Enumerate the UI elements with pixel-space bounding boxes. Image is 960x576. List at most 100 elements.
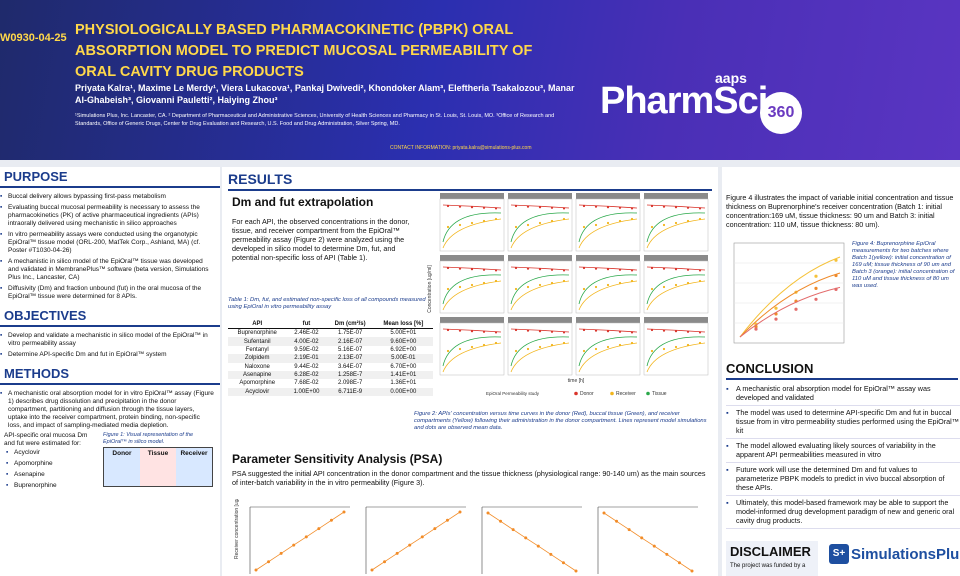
left-column: PURPOSE Buccal delivery allows bypassing…	[0, 167, 220, 576]
methods-list: A mechanistic oral absorption model for …	[0, 389, 220, 432]
receiver-point	[550, 281, 554, 285]
receiver-point	[458, 223, 462, 227]
panel-title-bar	[440, 255, 504, 261]
figure-1-caption: Figure 1: Visual representation of the E…	[103, 432, 194, 445]
authors: Priyata Kalra¹, Maxime Le Merdy¹, Viera …	[75, 83, 575, 105]
receiver-point	[582, 225, 586, 229]
list-item: A mechanistic oral absorption model for …	[726, 382, 960, 406]
figure-1: Figure 1: Visual representation of the E…	[103, 432, 213, 492]
table-row: Acyclovir 1.00E+00 6.711E-9 0.00E+00	[228, 387, 433, 396]
receiver-line	[442, 280, 502, 311]
fig4-point	[774, 306, 778, 310]
receiver-point	[686, 343, 690, 347]
api-item: Acyclovir	[4, 448, 99, 459]
table-cell: 9.44E-02	[294, 363, 319, 370]
donor-point	[582, 266, 586, 270]
donor-point	[662, 329, 666, 332]
api-list: Acyclovir Apomorphine Asenapine Buprenor…	[4, 448, 99, 492]
col-header-api: API	[228, 320, 287, 329]
receiver-point	[550, 343, 554, 347]
receiver-point	[630, 217, 634, 221]
fig4-point	[814, 297, 818, 301]
methods-detail: API-specific oral mucosa Dm and fut were…	[0, 432, 220, 492]
panel-title-bar	[508, 317, 572, 323]
table-cell: 6.711E-9	[326, 387, 374, 396]
panel-title-bar	[576, 193, 640, 199]
psa-line	[255, 511, 345, 571]
receiver-point	[650, 225, 654, 229]
tissue-line	[442, 212, 502, 243]
tissue-line	[442, 274, 502, 305]
donor-point	[606, 268, 610, 271]
tissue-line	[510, 336, 570, 367]
receiver-point	[618, 281, 622, 285]
fig2-ylabel: Concentration [ug/ml]	[427, 265, 433, 313]
figure-4-caption: Figure 4: Buprenorphine EpiOral measurem…	[852, 241, 955, 289]
fig4-frame	[733, 242, 845, 344]
col-header-fut: fut	[286, 320, 327, 329]
donor-point	[686, 330, 690, 333]
simulations-plus-text: SimulationsPlus	[851, 545, 960, 563]
affiliations: ¹Simulations Plus, Inc. Lancaster, CA. ²…	[75, 113, 555, 127]
panel-title-bar	[508, 193, 572, 199]
legend-swatch	[610, 391, 614, 396]
table-row: Fentanyl 9.59E-02 5.16E-07 6.92E+00	[228, 346, 433, 354]
receiver-point	[514, 225, 518, 229]
figure-4-plot	[733, 242, 845, 344]
panel-title-bar	[644, 193, 708, 199]
conclusion-list: A mechanistic oral absorption model for …	[726, 382, 960, 529]
table-cell: Zolpidem	[228, 354, 287, 363]
list-item: Future work will use the determined Dm a…	[726, 463, 960, 496]
list-item: In vitro permeability assays were conduc…	[0, 230, 220, 257]
receiver-line	[646, 218, 706, 249]
fig2-xlabel: time [h]	[568, 378, 585, 384]
receiver-point	[538, 221, 542, 225]
table-cell: 7.68E-02	[294, 380, 319, 387]
donor-point	[650, 328, 654, 332]
list-item: A mechanistic oral absorption model for …	[0, 389, 220, 432]
table-cell: 5.00E-01	[373, 354, 433, 363]
donor-compartment: Donor	[104, 448, 140, 486]
panel-title-bar	[576, 317, 640, 323]
objectives-list: Develop and validate a mechanistic in si…	[0, 331, 220, 361]
legend-entry: Tissue	[652, 391, 667, 397]
table-row: Naloxone 9.44E-02 3.64E-07 6.70E+00	[228, 363, 433, 371]
panel-title-bar	[644, 317, 708, 323]
donor-point	[550, 268, 554, 271]
table-row: Asenapine 6.28E-02 1.258E-7 1.41E+01	[228, 370, 433, 380]
table-cell: 9.60E+00	[373, 337, 433, 346]
table-cell: 0.00E+00	[373, 387, 433, 396]
table-1-caption: Table 1: Dm, fut, and estimated non-spec…	[228, 297, 426, 310]
table-cell: 6.28E-02	[286, 370, 327, 380]
results-panel: RESULTS Dm and fut extrapolation For eac…	[222, 167, 718, 576]
receiver-point	[674, 283, 678, 287]
donor-point	[582, 204, 586, 208]
donor-point	[446, 204, 450, 208]
col-header-dm: Dm (cm²/s)	[326, 320, 374, 329]
table-cell: 5.16E-07	[337, 346, 363, 353]
donor-point	[594, 267, 598, 270]
receiver-point	[594, 223, 598, 227]
figure-4-text: Figure 4 illustrates the impact of varia…	[726, 193, 954, 229]
table-cell: 1.00E+00	[286, 387, 327, 396]
receiver-point	[514, 287, 518, 291]
list-item: Diffusivity (Dm) and fraction unbound (f…	[0, 284, 220, 303]
receiver-point	[470, 283, 474, 287]
donor-point	[594, 329, 598, 332]
disclaimer-text: The project was funded by a	[730, 563, 806, 569]
receiver-point	[482, 343, 486, 347]
donor-point	[630, 331, 634, 334]
list-item: The model was used to determine API-spec…	[726, 406, 960, 439]
tissue-line	[578, 336, 638, 367]
right-column: Figure 4 illustrates the impact of varia…	[722, 167, 960, 576]
donor-point	[526, 205, 530, 208]
list-item: Evaluating buccal mucosal permeability i…	[0, 203, 220, 230]
receiver-point	[630, 279, 634, 283]
receiver-point	[618, 343, 622, 347]
receiver-point	[526, 223, 530, 227]
receiver-point	[494, 279, 498, 283]
donor-point	[562, 207, 566, 210]
psa-heading: Parameter Sensitivity Analysis (PSA)	[232, 452, 443, 466]
receiver-point	[562, 279, 566, 283]
receiver-point	[550, 219, 554, 223]
